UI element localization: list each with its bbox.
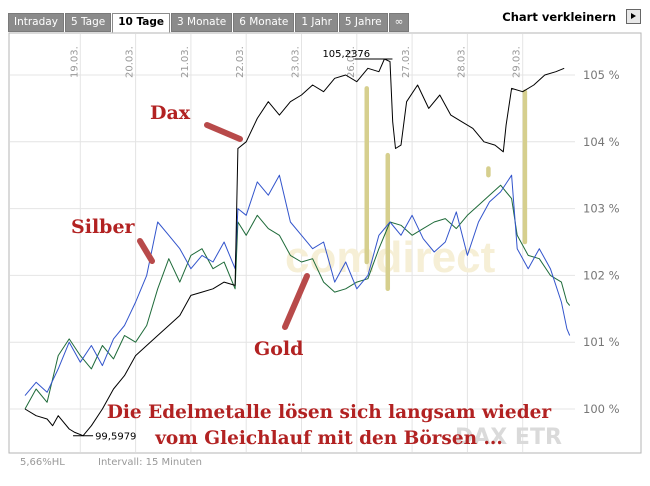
- tab-1-jahr[interactable]: 1 Jahr: [295, 13, 338, 32]
- y-tick-label: 101 %: [583, 335, 620, 349]
- x-tick-label: 22.03.: [235, 46, 246, 78]
- tab-max[interactable]: ∞: [388, 13, 410, 32]
- x-tick-label: 21.03.: [180, 46, 191, 78]
- x-tick-label: 27.03.: [401, 46, 412, 78]
- series-line-dax: [24, 58, 565, 437]
- chart-frame: [8, 32, 642, 454]
- y-tick-label: 100 %: [583, 402, 620, 416]
- tab-intraday[interactable]: Intraday: [8, 13, 64, 32]
- label-silber: Silber: [71, 216, 136, 238]
- max-label: 105,2376: [322, 49, 370, 60]
- series-line-gold: [24, 184, 571, 410]
- tab-10-tage[interactable]: 10 Tage: [112, 13, 171, 33]
- chart-verkleinern-arrow-icon[interactable]: [626, 9, 641, 24]
- annotation-arrows: [137, 122, 310, 330]
- x-tick-label: 20.03.: [125, 46, 136, 78]
- footer-hl: 5,66%HL: [20, 457, 65, 468]
- chart-grid: [10, 34, 575, 452]
- legend-note-dax-etr: DAX ETR: [455, 425, 562, 450]
- extreme-labels: 105,2376 99,5979: [73, 49, 393, 443]
- annotation-arrow: [137, 238, 155, 264]
- min-label: 99,5979: [95, 432, 136, 443]
- series-lines: [24, 58, 571, 437]
- y-axis-labels: 100 % 101 % 102 % 103 % 104 % 105 %: [583, 68, 620, 416]
- x-tick-label: 26.03.: [346, 46, 357, 78]
- chart-verkleinern-link[interactable]: Chart verkleinern: [502, 10, 616, 24]
- timeframe-tabs: Intraday 5 Tage 10 Tage 3 Monate 6 Monat…: [8, 13, 410, 33]
- annotation-arrow: [204, 122, 243, 142]
- y-tick-label: 102 %: [583, 268, 620, 282]
- x-tick-label: 29.03.: [512, 46, 523, 78]
- y-tick-label: 105 %: [583, 68, 620, 82]
- x-tick-label: 23.03.: [291, 46, 302, 78]
- x-axis-labels: 19.03. 20.03. 21.03. 22.03. 23.03. 26.03. 27.0…: [69, 46, 522, 78]
- annotation-line-2: vom Gleichlauf mit den Börsen ...: [154, 428, 503, 449]
- tab-5-tage[interactable]: 5 Tage: [64, 13, 112, 32]
- annotation-line-1: Die Edelmetalle lösen sich langsam wiede…: [107, 402, 552, 423]
- tab-3-monate[interactable]: 3 Monate: [171, 13, 233, 32]
- annotation-markers: [364, 86, 528, 292]
- y-tick-label: 103 %: [583, 202, 620, 216]
- x-tick-label: 19.03.: [69, 46, 80, 78]
- series-line-silber: [24, 174, 571, 396]
- tab-6-monate[interactable]: 6 Monate: [233, 13, 295, 32]
- annotation-arrow: [282, 273, 310, 330]
- y-tick-label: 104 %: [583, 135, 620, 149]
- tab-5-jahre[interactable]: 5 Jahre: [338, 13, 388, 32]
- footer-interval: Intervall: 15 Minuten: [98, 457, 203, 468]
- label-dax: Dax: [150, 102, 191, 124]
- label-gold: Gold: [254, 338, 303, 360]
- x-tick-label: 28.03.: [456, 46, 467, 78]
